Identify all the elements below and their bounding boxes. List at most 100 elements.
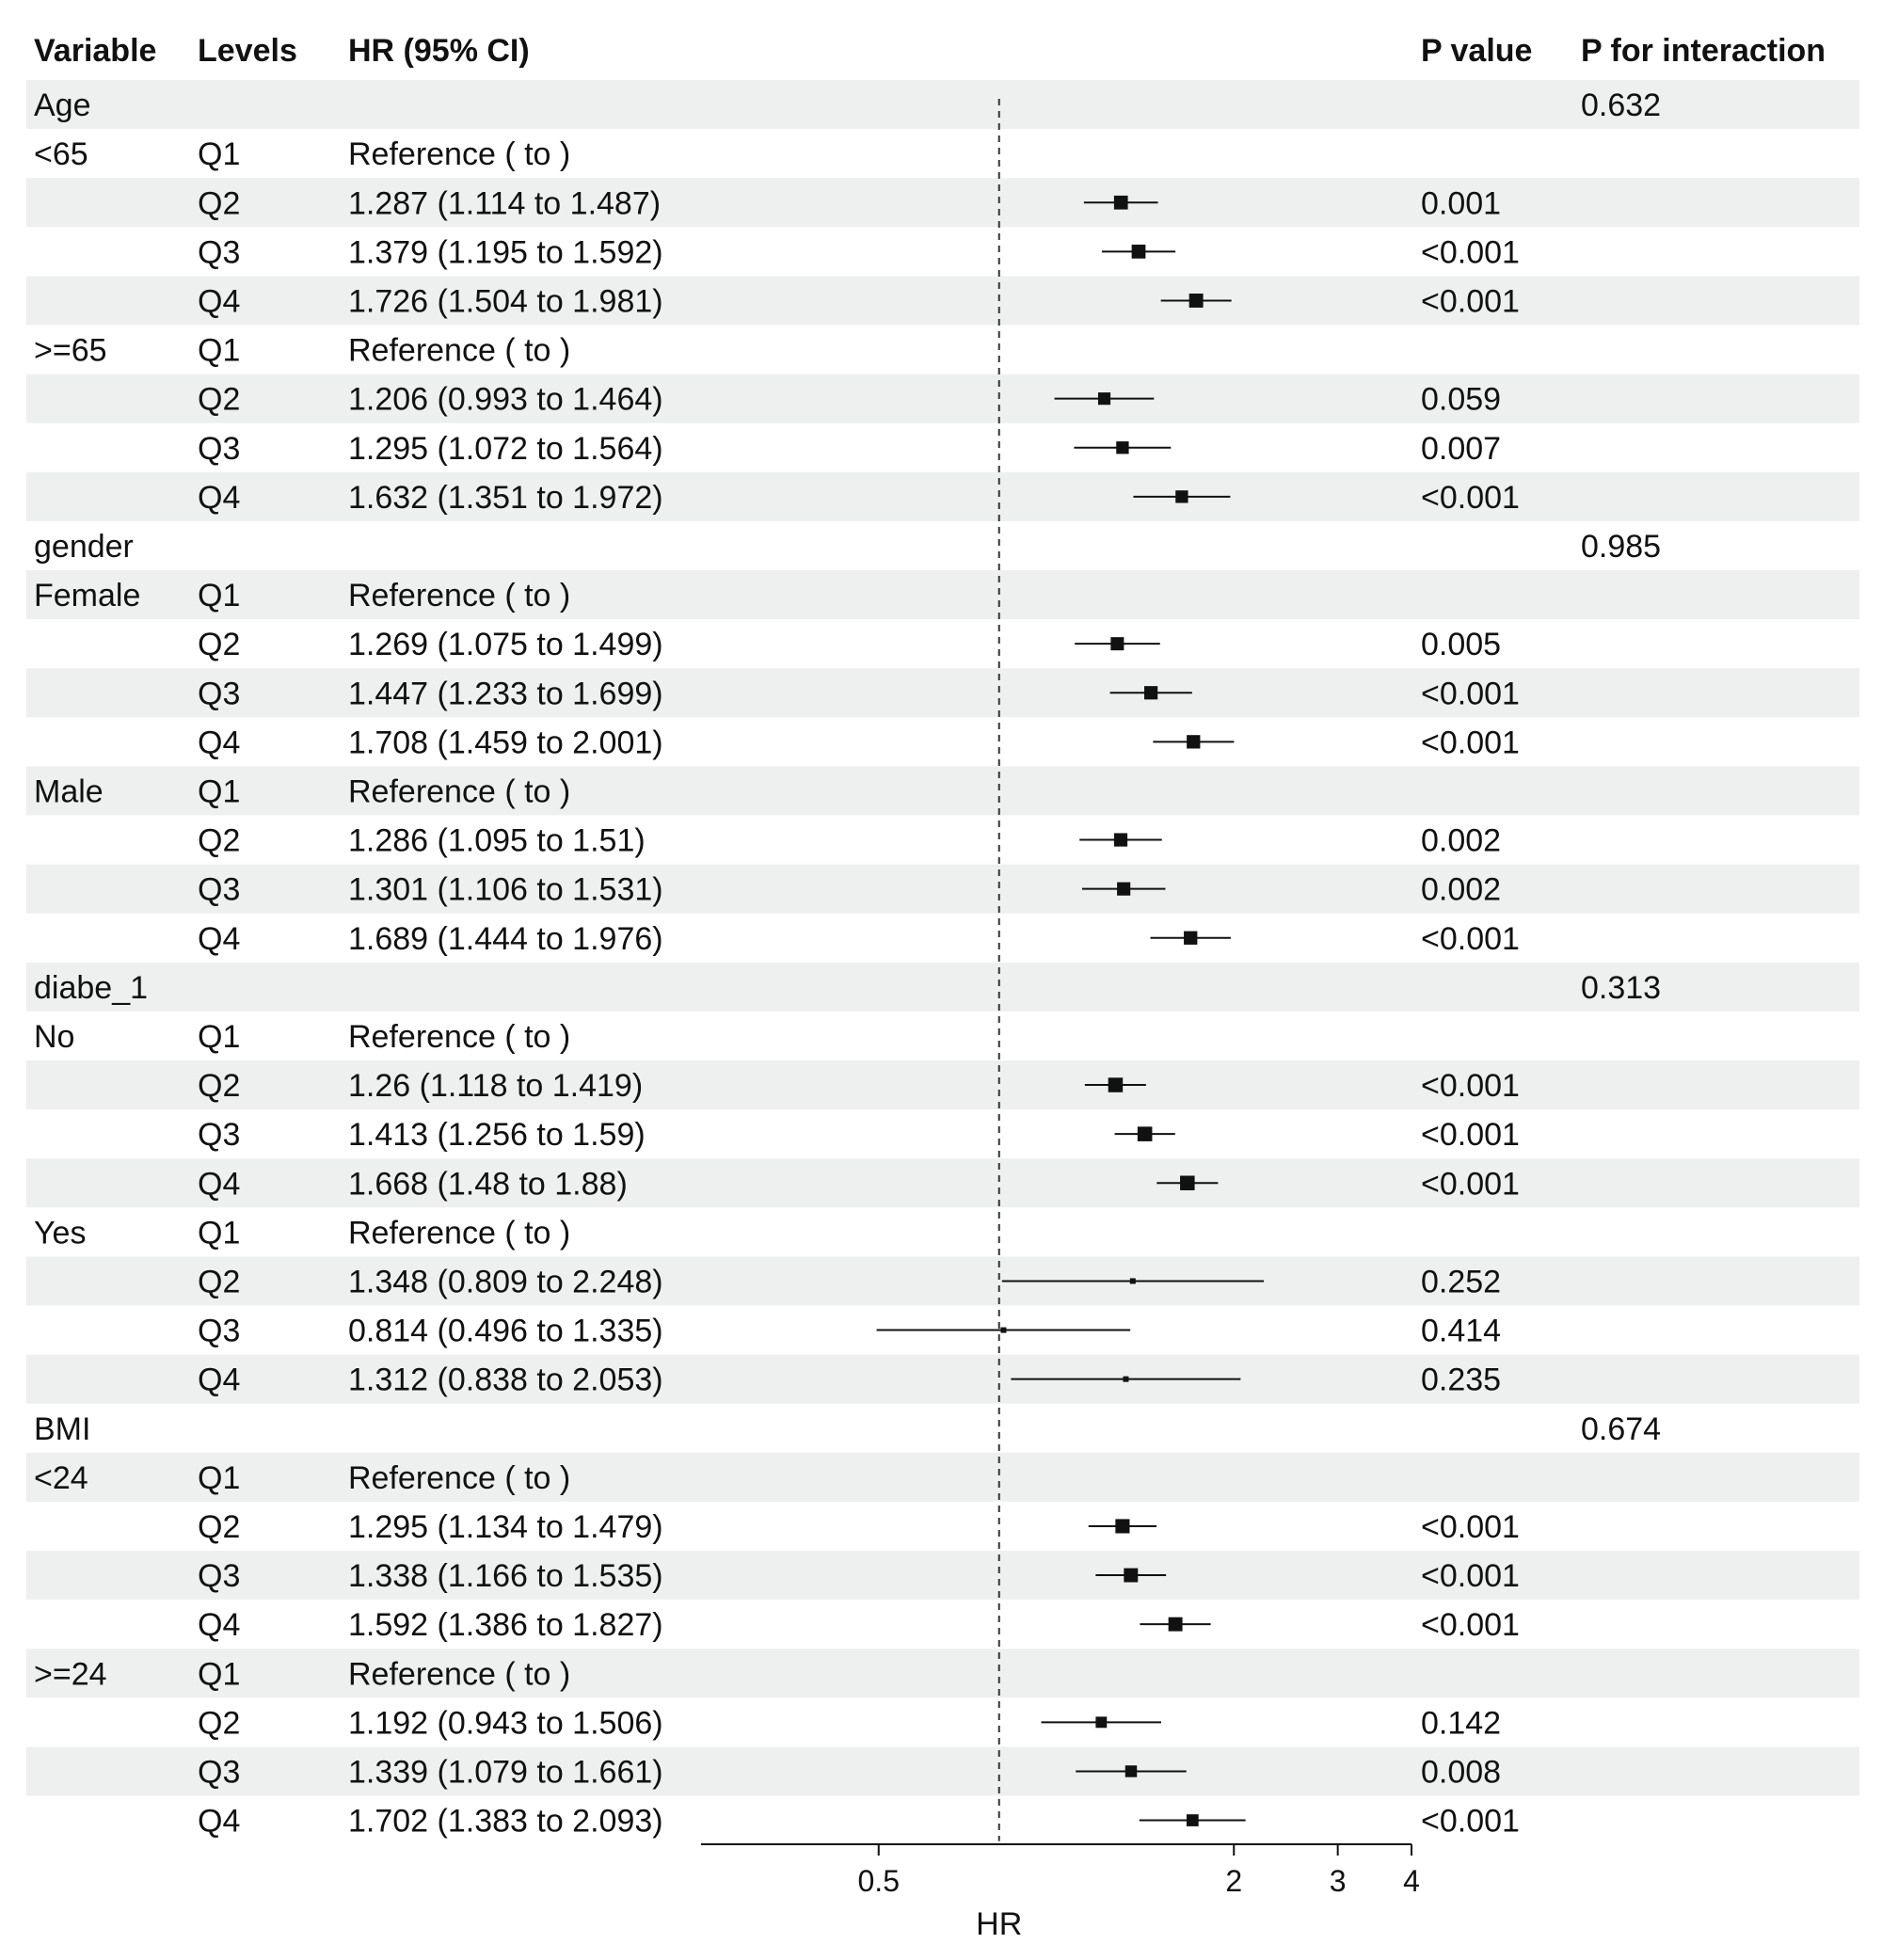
row-level: Q2 xyxy=(198,1264,240,1299)
row-level: Q2 xyxy=(198,1509,240,1545)
row-hr-text: Reference ( to ) xyxy=(348,578,570,613)
header-p-interaction: P for interaction xyxy=(1581,33,1826,69)
row-hr-text: Reference ( to ) xyxy=(348,1460,570,1496)
row-hr-text: 1.301 (1.106 to 1.531) xyxy=(348,872,663,908)
row-level: Q1 xyxy=(198,1656,240,1692)
row-variable: Female xyxy=(34,578,140,613)
row-level: Q3 xyxy=(198,1117,240,1153)
hr-point xyxy=(1113,195,1128,210)
row-p-value: <0.001 xyxy=(1421,1558,1520,1594)
row-stripe xyxy=(26,1452,1859,1502)
row-variable: Yes xyxy=(34,1215,86,1251)
row-p-value: <0.001 xyxy=(1421,921,1520,957)
row-variable: Age xyxy=(34,88,91,123)
header-variable: Variable xyxy=(34,33,156,69)
hr-point xyxy=(1113,833,1128,847)
row-hr-text: Reference ( to ) xyxy=(348,333,570,369)
row-variable: <24 xyxy=(34,1460,88,1496)
row-p-value: 0.005 xyxy=(1421,627,1501,662)
row-p-interaction: 0.985 xyxy=(1581,529,1661,565)
row-level: Q3 xyxy=(198,872,240,908)
row-hr-text: 1.668 (1.48 to 1.88) xyxy=(348,1166,628,1202)
x-tick-label: 4 xyxy=(1403,1864,1420,1898)
row-hr-text: 1.413 (1.256 to 1.59) xyxy=(348,1117,646,1153)
hr-point xyxy=(1123,1376,1129,1382)
hr-point xyxy=(1116,441,1129,454)
hr-point xyxy=(1095,1716,1108,1729)
row-p-value: <0.001 xyxy=(1421,283,1520,319)
row-stripe xyxy=(26,1256,1859,1306)
row-level: Q4 xyxy=(198,1607,240,1643)
hr-point xyxy=(1131,244,1146,259)
hr-point xyxy=(1188,293,1204,308)
row-level: Q4 xyxy=(198,283,240,319)
row-level: Q4 xyxy=(198,1362,240,1398)
row-hr-text: 1.26 (1.118 to 1.419) xyxy=(348,1068,643,1104)
table-cells: Age 0.632 <65 Q1 Reference ( to ) Q2 1.287 (1.… xyxy=(34,88,1661,1840)
hr-point xyxy=(1187,735,1201,749)
row-hr-text: 1.708 (1.459 to 2.001) xyxy=(348,725,663,760)
row-variable: Male xyxy=(34,773,104,809)
row-p-value: 0.001 xyxy=(1421,185,1501,221)
row-level: Q2 xyxy=(198,1705,240,1741)
row-variable: <65 xyxy=(34,136,88,172)
row-level: Q2 xyxy=(198,823,240,859)
row-p-value: 0.007 xyxy=(1421,431,1501,467)
hr-point xyxy=(1184,931,1198,945)
row-hr-text: 1.312 (0.838 to 2.053) xyxy=(348,1362,663,1398)
row-p-value: <0.001 xyxy=(1421,480,1520,516)
row-stripe xyxy=(26,80,1859,130)
hr-point xyxy=(1000,1327,1007,1333)
hr-point xyxy=(1108,1077,1124,1092)
row-level: Q4 xyxy=(198,921,240,957)
row-stripe xyxy=(26,1354,1859,1404)
row-hr-text: 1.286 (1.095 to 1.51) xyxy=(348,823,646,859)
row-level: Q1 xyxy=(198,1460,240,1496)
hr-point xyxy=(1124,1568,1139,1583)
hr-point xyxy=(1186,1814,1199,1826)
row-hr-text: Reference ( to ) xyxy=(348,1019,570,1055)
row-p-value: <0.001 xyxy=(1421,725,1520,760)
row-hr-text: 1.379 (1.195 to 1.592) xyxy=(348,234,663,270)
hr-point xyxy=(1124,1765,1138,1777)
row-hr-text: Reference ( to ) xyxy=(348,773,570,809)
row-variable: >=24 xyxy=(34,1656,107,1692)
row-hr-text: 1.726 (1.504 to 1.981) xyxy=(348,283,663,319)
row-variable: No xyxy=(34,1019,74,1055)
row-p-interaction: 0.313 xyxy=(1581,970,1661,1006)
hr-point xyxy=(1110,637,1124,651)
row-level: Q3 xyxy=(198,234,240,270)
row-stripe xyxy=(26,1158,1859,1208)
x-tick-label: 0.5 xyxy=(858,1864,900,1898)
hr-point xyxy=(1168,1617,1183,1632)
row-hr-text: 1.592 (1.386 to 1.827) xyxy=(348,1607,663,1643)
header-levels: Levels xyxy=(198,33,297,69)
row-hr-text: 1.295 (1.134 to 1.479) xyxy=(348,1509,663,1545)
row-p-value: <0.001 xyxy=(1421,1804,1520,1840)
row-stripe xyxy=(26,864,1859,914)
column-header: Variable Levels HR (95% CI) P value P fo… xyxy=(34,33,1826,69)
row-level: Q1 xyxy=(198,578,240,613)
row-variable: gender xyxy=(34,529,134,565)
x-tick-label: 2 xyxy=(1225,1864,1242,1898)
row-level: Q3 xyxy=(198,431,240,467)
row-level: Q3 xyxy=(198,1314,240,1349)
header-hr: HR (95% CI) xyxy=(348,33,530,69)
row-hr-text: 1.295 (1.072 to 1.564) xyxy=(348,431,663,467)
row-level: Q4 xyxy=(198,1804,240,1840)
row-hr-text: 1.339 (1.079 to 1.661) xyxy=(348,1754,663,1790)
row-hr-text: 0.814 (0.496 to 1.335) xyxy=(348,1314,663,1349)
row-stripe xyxy=(26,471,1859,521)
row-stripe xyxy=(26,1551,1859,1601)
row-hr-text: 1.348 (0.809 to 2.248) xyxy=(348,1264,663,1299)
hr-point xyxy=(1115,1519,1130,1534)
row-p-value: 0.142 xyxy=(1421,1705,1501,1741)
row-hr-text: Reference ( to ) xyxy=(348,1215,570,1251)
row-level: Q1 xyxy=(198,136,240,172)
x-axis-title: HR xyxy=(976,1906,1022,1942)
row-stripe xyxy=(26,276,1859,326)
row-variable: diabe_1 xyxy=(34,970,148,1006)
row-p-value: <0.001 xyxy=(1421,234,1520,270)
hr-point xyxy=(1137,1126,1153,1141)
